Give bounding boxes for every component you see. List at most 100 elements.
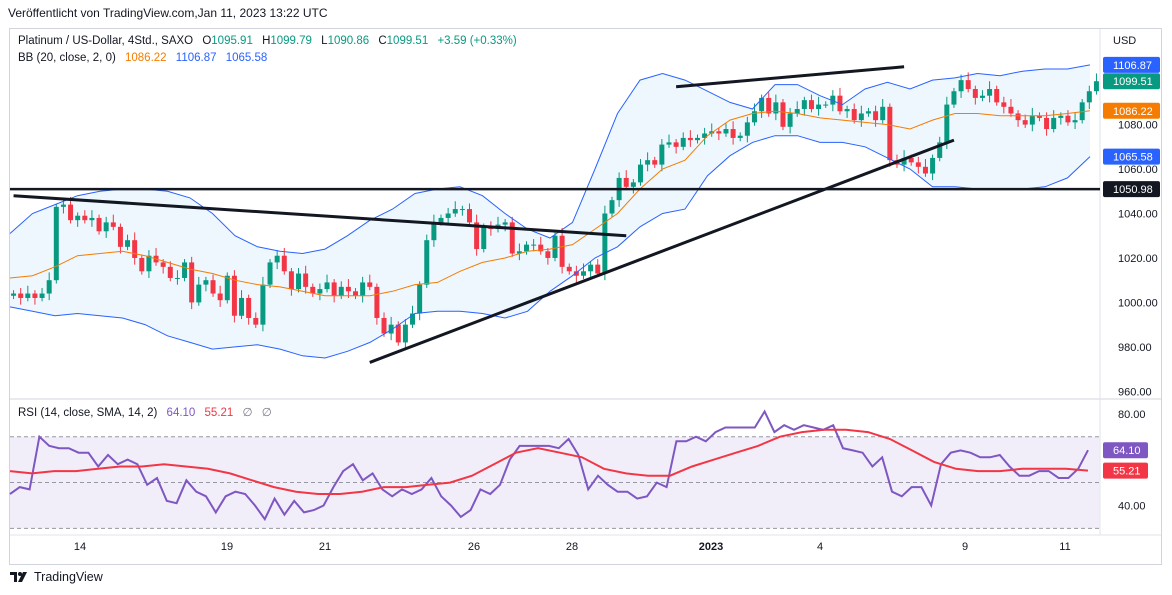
- candle-body: [659, 144, 665, 165]
- na-icon: ∅: [242, 407, 253, 419]
- candle-body: [388, 324, 394, 334]
- bb-basis-line: [9, 110, 1091, 297]
- candle-body: [317, 289, 323, 294]
- candle-body: [880, 106, 886, 121]
- candle-body: [445, 213, 451, 218]
- candle-body: [609, 200, 615, 214]
- price-label-text: 1099.51: [1113, 76, 1153, 88]
- candle-body: [360, 282, 366, 296]
- high-value: 1099.79: [270, 35, 312, 47]
- candle-body: [915, 162, 921, 167]
- price-tick-label: 980.00: [1118, 342, 1152, 354]
- time-tick-label: 21: [319, 541, 331, 553]
- candle-body: [39, 293, 45, 298]
- price-label-box: [1103, 56, 1160, 73]
- candle-body: [566, 266, 572, 272]
- rsi-value: 64.10: [166, 407, 196, 419]
- rsi-legend: RSI (14, close, SMA, 14, 2) 64.10 55.21 …: [18, 405, 272, 419]
- candle-body: [182, 262, 188, 278]
- candle-body: [374, 286, 380, 318]
- candle-body: [224, 275, 230, 301]
- candle-body: [645, 160, 651, 165]
- candle-body: [680, 137, 686, 147]
- candle-body: [452, 209, 458, 214]
- candle-body: [944, 104, 950, 143]
- candle-body: [509, 222, 515, 254]
- candle-body: [89, 217, 95, 221]
- candle-body: [787, 113, 793, 127]
- candle-body: [545, 251, 551, 258]
- candle-body: [851, 109, 857, 121]
- candle-body: [538, 244, 544, 252]
- candle-body: [637, 164, 643, 183]
- price-tick-label: 1020.00: [1118, 253, 1158, 265]
- bb-lower-line: [9, 135, 1091, 359]
- candle-body: [687, 137, 693, 141]
- bb-lower-value: 1065.58: [225, 52, 268, 64]
- price-label-box: [1103, 181, 1160, 198]
- candle-body: [196, 284, 202, 303]
- candle-body: [424, 240, 430, 285]
- tradingview-logo-icon: [10, 572, 27, 582]
- candle-body: [217, 293, 223, 301]
- candle-body: [737, 135, 743, 138]
- candle-body: [630, 182, 636, 187]
- candle-body: [431, 222, 437, 241]
- candle-body: [459, 209, 465, 211]
- candle-body: [25, 293, 31, 298]
- candle-body: [96, 217, 102, 232]
- candle-body: [559, 235, 565, 267]
- open-value: 1095.91: [211, 35, 253, 47]
- time-tick-label: 19: [221, 541, 233, 553]
- price-tick-label: 960.00: [1118, 386, 1152, 398]
- candle-body: [75, 215, 81, 221]
- trendline-falling-resistance: [13, 194, 627, 238]
- candle-body: [110, 222, 116, 227]
- bb-fill: [10, 64, 1090, 359]
- candle-body: [666, 142, 672, 145]
- bb-title[interactable]: BB (20, close, 2, 0): [18, 52, 116, 64]
- candle-body: [174, 277, 180, 279]
- symbol-title[interactable]: Platinum / US-Dollar, 4Std., SAXO: [18, 35, 194, 47]
- candle-body: [623, 177, 629, 187]
- candle-body: [751, 111, 757, 123]
- candle-body: [766, 97, 772, 114]
- price-label-box: [1103, 148, 1160, 165]
- rsi-tick-label: 40.00: [1118, 500, 1146, 512]
- candle-body: [723, 129, 729, 134]
- na-icon-2: ∅: [261, 407, 272, 419]
- candle-body: [531, 244, 537, 246]
- candle-body: [502, 222, 508, 225]
- candle-body: [987, 89, 993, 96]
- candle-body: [281, 255, 287, 272]
- candle-body: [296, 273, 302, 290]
- low-label: L: [321, 35, 328, 47]
- candle-body: [1044, 117, 1050, 130]
- candle-body: [730, 129, 736, 138]
- price-label-text: 1065.58: [1113, 152, 1153, 164]
- candle-body: [951, 91, 957, 105]
- tradingview-logo[interactable]: TradingView: [10, 570, 103, 584]
- rsi-title[interactable]: RSI (14, close, SMA, 14, 2): [18, 407, 158, 419]
- candle-body: [1001, 102, 1007, 107]
- bb-basis-value: 1086.22: [125, 52, 167, 64]
- candle-body: [267, 262, 273, 285]
- bb-upper-line: [9, 64, 1091, 255]
- candle-body: [937, 142, 943, 158]
- bb-upper-value: 1106.87: [175, 52, 217, 64]
- time-tick-label: 2023: [699, 541, 723, 553]
- candle-body: [844, 109, 850, 112]
- close-value: 1099.51: [386, 35, 429, 47]
- candle-body: [288, 271, 294, 290]
- rsi-value-text: 64.10: [1113, 445, 1141, 457]
- price-label-text: 1050.98: [1113, 184, 1153, 196]
- candle-body: [773, 102, 779, 114]
- time-tick-label: 4: [817, 541, 823, 553]
- rsi-series-rsi: [9, 409, 1089, 522]
- candle-body: [1093, 81, 1099, 92]
- candle-body: [146, 255, 152, 272]
- candle-body: [274, 255, 280, 263]
- candle-body: [167, 266, 173, 278]
- candle-body: [702, 133, 708, 138]
